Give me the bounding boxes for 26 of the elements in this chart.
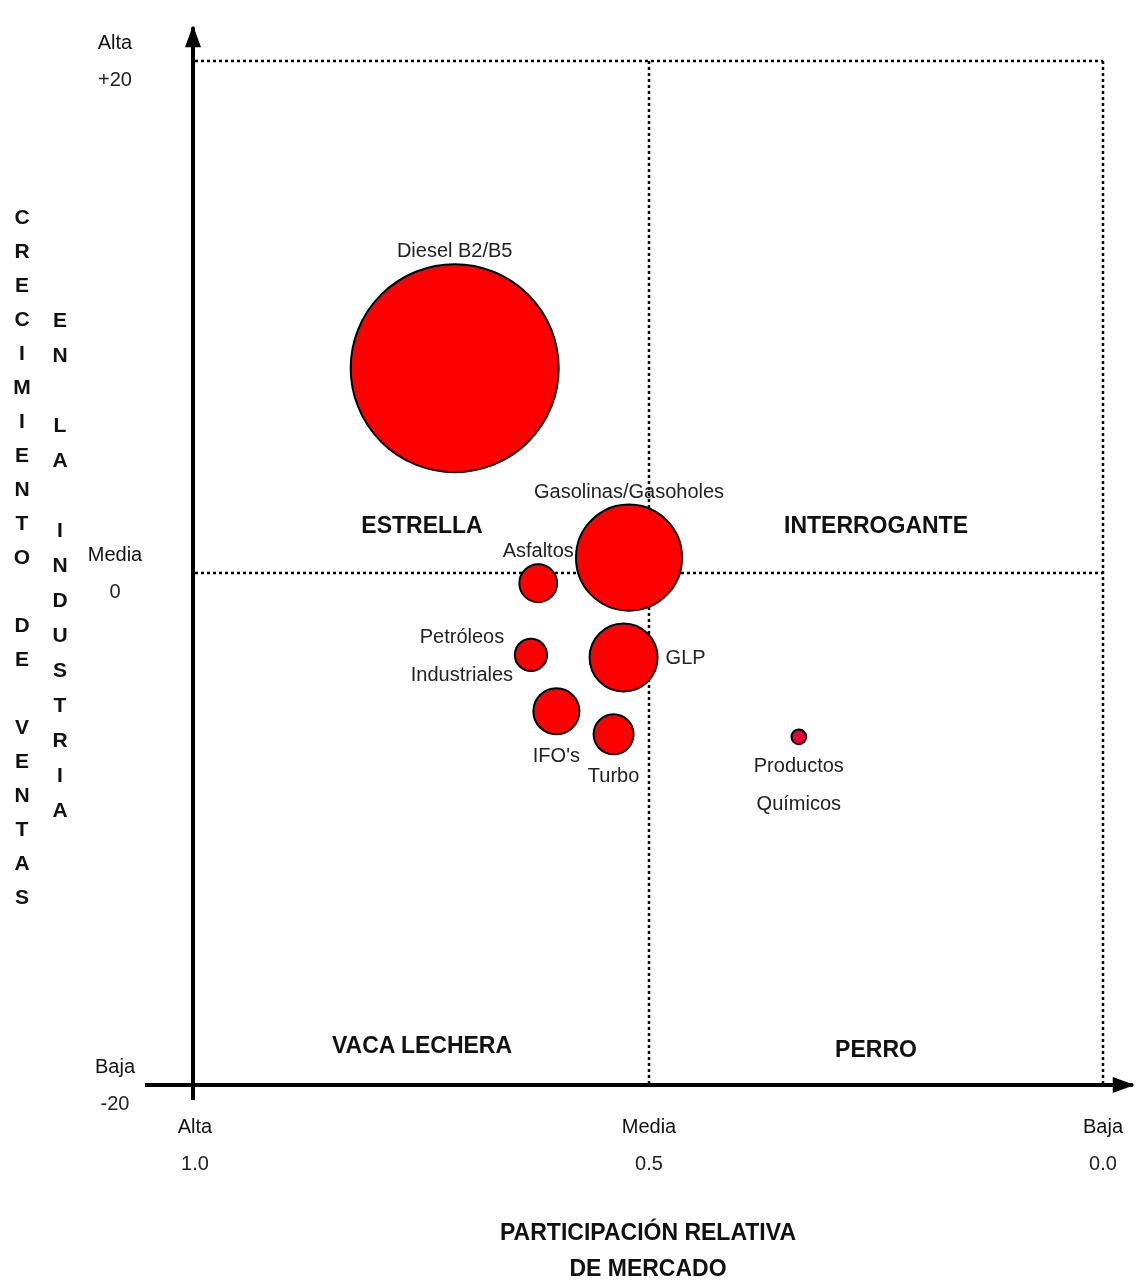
series-label: Productos Químicos (753, 754, 844, 815)
text: Media (87, 543, 144, 565)
annotation: ESTRELLA (361, 512, 483, 538)
x-tick-label: 0.5 (635, 1152, 663, 1174)
annotation: PERRO (835, 1036, 917, 1062)
series-label: Turbo (587, 764, 640, 787)
text: Baja (1082, 1115, 1124, 1137)
y-tick-label: +20 (98, 68, 132, 90)
series-label: IFO's (532, 744, 580, 767)
x-tick-label: 0.0 (1089, 1152, 1117, 1174)
annotation: INTERROGANTE (784, 512, 968, 538)
x-tick-label: 1.0 (181, 1152, 209, 1174)
y-tick-label: 0 (109, 580, 121, 602)
text: Media (621, 1115, 678, 1137)
series-label: Diesel B2/B5 (396, 239, 513, 262)
series-label: GLP (665, 646, 706, 669)
y-axis-title: CRECIMIENTO DE VENTAS EN LA INDUSTRIA (10, 205, 72, 919)
series-label: Asfaltos (502, 539, 574, 562)
text: Baja (94, 1055, 136, 1077)
text: Alta (177, 1115, 214, 1137)
series-label: Gasolinas/Gasoholes (533, 479, 725, 502)
series-label: Petróleos Industriales (410, 624, 514, 685)
x-axis-title: PARTICIPACIÓN RELATIVA DE MERCADO (499, 1218, 797, 1280)
annotation: VACA LECHERA (331, 1032, 513, 1058)
text: Alta (97, 31, 134, 53)
y-tick-label: -20 (100, 1092, 130, 1114)
